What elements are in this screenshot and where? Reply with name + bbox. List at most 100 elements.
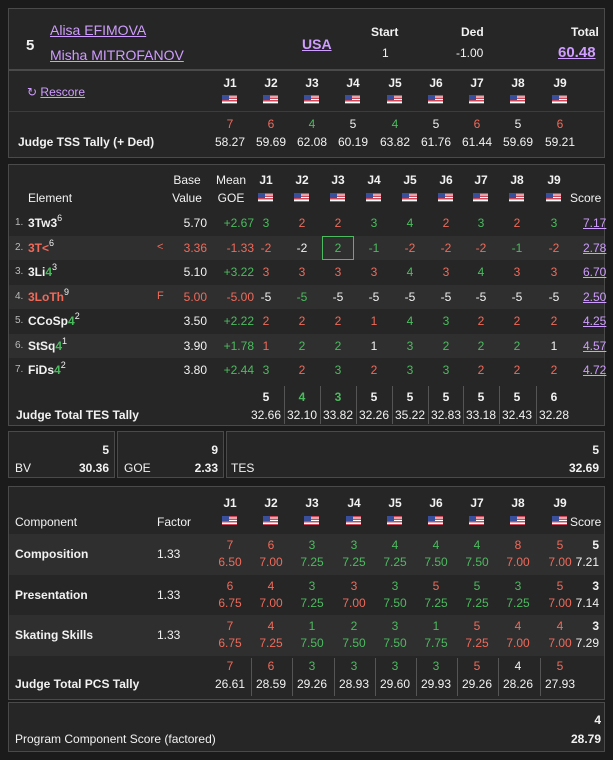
col-base-2: Value: [172, 191, 202, 205]
us-flag-icon: [387, 516, 402, 525]
us-flag-icon: [509, 193, 524, 202]
tss-score-9: 59.21: [544, 135, 576, 149]
tss-score-4: 60.19: [337, 135, 369, 149]
judge-header-5: J5: [388, 76, 402, 90]
element-score-link[interactable]: 2.50: [583, 289, 607, 304]
pcs-tally-score-3: 29.26: [296, 677, 328, 691]
element-mean-goe: -5.00: [226, 289, 254, 304]
skater-2-link[interactable]: Misha MITROFANOV: [50, 47, 184, 63]
total-score-link[interactable]: 60.48: [558, 44, 596, 61]
element-mean-goe: +1.78: [223, 338, 254, 353]
pcs-tally-score-6: 29.93: [420, 677, 452, 691]
component-judge-value: 7.25: [300, 555, 324, 569]
judge-goe-mark: 2: [334, 216, 342, 230]
element-code: 3T<: [28, 240, 50, 255]
element-judge-header-5: J5: [403, 173, 417, 187]
judge-goe-mark: 1: [550, 338, 558, 353]
element-score-link[interactable]: 7.17: [583, 216, 607, 230]
row-background: [9, 284, 604, 309]
pcs-total-value: 28.79: [570, 732, 601, 746]
element-score-link[interactable]: 4.57: [583, 338, 607, 353]
start-label: Start: [371, 25, 399, 39]
component-judge-rank: 3: [391, 578, 399, 593]
tes-tally-rank-2: 4: [298, 390, 306, 404]
tally-divider: [334, 658, 335, 696]
judge-goe-mark: 3: [262, 216, 270, 230]
col-factor: Factor: [157, 515, 192, 529]
goe-label: GOE: [124, 461, 151, 475]
component-judge-rank: 4: [432, 538, 440, 552]
judge-goe-mark: 2: [298, 338, 306, 353]
tes-tally-score-6: 32.83: [430, 408, 462, 422]
judge-goe-mark: 2: [298, 363, 306, 377]
component-score-rank: 3: [592, 619, 599, 633]
tally-divider: [356, 386, 357, 424]
component-judge-value: 7.50: [383, 636, 407, 650]
element-flag: <: [157, 240, 164, 253]
component-judge-rank: 4: [267, 619, 275, 633]
judge-goe-mark: 3: [513, 265, 521, 279]
tes-box: 5 TES 32.69: [226, 431, 605, 478]
element-score-link[interactable]: 2.78: [583, 240, 607, 255]
element-code: StSq: [28, 338, 56, 353]
judge-goe-mark: 3: [370, 265, 378, 279]
us-flag-icon: [473, 193, 488, 202]
bv-box: 5 BV 30.36: [8, 431, 115, 478]
tally-divider: [463, 386, 464, 424]
tally-divider: [292, 658, 293, 696]
tes-tally-score-9: 32.28: [538, 408, 570, 422]
tes-tally-score-2: 32.10: [286, 408, 318, 422]
tes-tally-rank-8: 5: [513, 390, 521, 404]
pcs-judge-header-6: J6: [429, 496, 443, 510]
element-call-count: 3: [52, 262, 58, 272]
us-flag-icon: [402, 193, 417, 202]
tes-tally-score-4: 32.26: [358, 408, 390, 422]
judge-goe-mark: 2: [477, 363, 485, 377]
judge-goe-mark: -2: [296, 240, 308, 255]
component-judge-value: 7.00: [342, 595, 366, 610]
pcs-judge-header-3: J3: [305, 496, 319, 510]
element-call-count: 6: [57, 213, 63, 223]
tes-tally-rank-6: 5: [442, 390, 450, 404]
component-judge-rank: 5: [556, 538, 564, 552]
us-flag-icon: [263, 95, 278, 104]
element-score-link[interactable]: 4.72: [583, 363, 607, 377]
tss-score-1: 58.27: [214, 135, 246, 149]
pcs-panel: Component Factor Score Judge Total PCS T…: [8, 486, 605, 700]
judge-goe-mark: 3: [334, 265, 342, 279]
component-score-rank: 3: [592, 578, 599, 593]
element-score-link[interactable]: 6.70: [583, 265, 607, 279]
pcs-tally-score-9: 27.93: [544, 677, 576, 691]
element-level: 4: [55, 338, 63, 353]
tss-rank-8: 5: [514, 117, 522, 131]
judge-goe-mark: -1: [368, 240, 380, 255]
tss-score-5: 63.82: [379, 135, 411, 149]
component-name: Skating Skills: [15, 628, 94, 642]
component-judge-rank: 1: [308, 619, 316, 633]
us-flag-icon: [330, 193, 345, 202]
pcs-tally-rank-3: 3: [308, 659, 316, 673]
us-flag-icon: [438, 193, 453, 202]
element-code: 3Tw: [28, 216, 51, 230]
element-mean-goe: +2.67: [223, 216, 254, 230]
judge-goe-mark: 2: [334, 314, 342, 328]
element-call-count: 1: [62, 335, 68, 346]
element-score-link[interactable]: 4.25: [583, 314, 607, 328]
skater-1-link[interactable]: Alisa EFIMOVA: [50, 22, 147, 38]
component-judge-value: 7.25: [506, 595, 530, 610]
tss-score-2: 59.69: [255, 135, 287, 149]
component-judge-value: 7.00: [259, 595, 283, 610]
rescore-button[interactable]: ↻ Rescore: [27, 85, 85, 99]
element-code: 3LoTh: [28, 289, 64, 304]
tally-divider: [498, 658, 499, 696]
goe-rank: 9: [211, 443, 218, 457]
pcs-tally-rank-7: 5: [473, 659, 481, 673]
tes-label: TES: [231, 461, 255, 475]
tss-score-6: 61.76: [420, 135, 452, 149]
nation-link[interactable]: USA: [302, 36, 332, 52]
component-judge-value: 7.00: [548, 595, 572, 610]
us-flag-icon: [366, 193, 381, 202]
row-background: [9, 534, 604, 575]
judge-header-8: J8: [511, 76, 525, 90]
tes-tally-rank-9: 6: [550, 390, 558, 404]
